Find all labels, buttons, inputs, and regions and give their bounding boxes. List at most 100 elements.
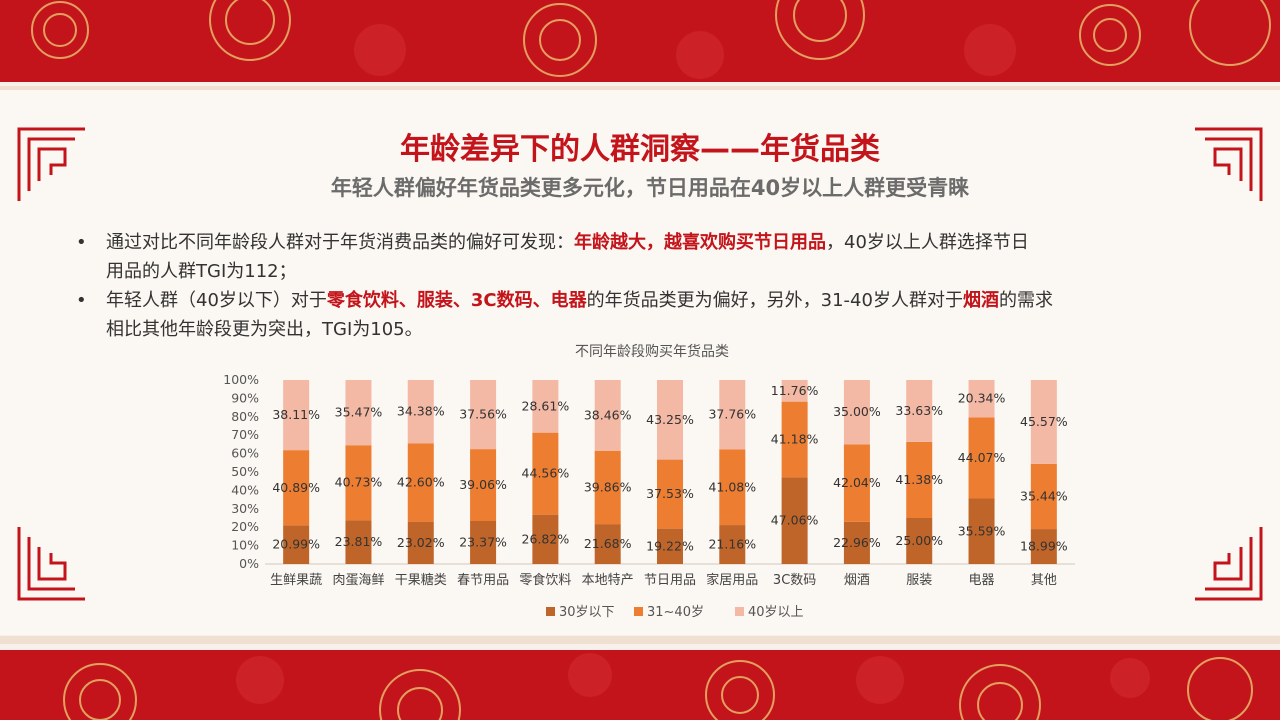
data-label: 39.06% bbox=[459, 477, 507, 492]
bullet-dot: • bbox=[76, 232, 87, 253]
bar-segment bbox=[345, 520, 372, 564]
data-label: 21.16% bbox=[708, 537, 756, 552]
data-label: 28.61% bbox=[522, 398, 570, 413]
bar-segment bbox=[968, 380, 995, 418]
data-label: 47.06% bbox=[771, 513, 819, 528]
bottom-decorative-band bbox=[0, 650, 1280, 720]
y-tick-label: 40% bbox=[231, 482, 259, 497]
bar-segment bbox=[843, 521, 870, 564]
bar-segment bbox=[906, 379, 933, 442]
top-floral-pattern bbox=[31, 0, 1271, 79]
insight-bullets: • 通过对比不同年龄段人群对于年货消费品类的偏好可发现：年龄越大，越喜欢购买节日… bbox=[76, 228, 1216, 344]
data-label: 35.44% bbox=[1020, 488, 1068, 503]
bar-segment bbox=[283, 525, 310, 564]
data-label: 23.37% bbox=[459, 534, 507, 549]
bullet-item: • 通过对比不同年龄段人群对于年货消费品类的偏好可发现：年龄越大，越喜欢购买节日… bbox=[76, 228, 1216, 286]
data-label: 43.25% bbox=[646, 412, 694, 427]
stacked-bar-chart: 不同年龄段购买年货品类 0% 10% 20% 30% 40% 50% 60% 70% 80% 90%… bbox=[223, 343, 1075, 620]
x-tick-label: 零食饮料 bbox=[519, 572, 571, 588]
bullet-text-part: 通过对比不同年龄段人群对于年货消费品类的偏好可发现： bbox=[106, 232, 574, 253]
bar-segment bbox=[345, 379, 372, 446]
legend-label: 40岁以上 bbox=[748, 605, 804, 620]
bullet-highlight: 零食饮料、服装、3C数码、电器 bbox=[326, 290, 587, 311]
bar-segment bbox=[719, 525, 746, 564]
x-tick-label: 其他 bbox=[1031, 573, 1057, 588]
data-label: 41.08% bbox=[708, 479, 756, 494]
bar-segment bbox=[470, 380, 497, 450]
corner-ornament-bottom-left bbox=[17, 527, 85, 601]
data-label: 23.02% bbox=[397, 535, 445, 550]
data-label: 33.63% bbox=[895, 403, 943, 418]
data-label: 40.73% bbox=[335, 475, 383, 490]
bar-segment bbox=[594, 524, 621, 564]
bar-segment bbox=[719, 380, 746, 450]
page-subtitle: 年轻人群偏好年货品类更多元化，节日用品在40岁以上人群更受青睐 bbox=[330, 176, 970, 200]
bar-segment bbox=[470, 520, 497, 564]
data-label: 34.38% bbox=[397, 404, 445, 419]
bullet-text-part: 相比其他年龄段更为突出，TGI为105。 bbox=[106, 319, 423, 340]
x-tick-label: 本地特产 bbox=[582, 573, 634, 588]
bullet-text: 年轻人群（40岁以下）对于零食饮料、服装、3C数码、电器的年货品类更为偏好，另外… bbox=[106, 286, 1053, 344]
bar-segment bbox=[470, 449, 497, 521]
legend-label: 30岁以下 bbox=[559, 605, 615, 620]
data-label: 35.59% bbox=[958, 523, 1006, 538]
bullet-text-part: ，40岁以上人群选择节日 bbox=[826, 232, 1029, 253]
bullet-highlight: 烟酒 bbox=[962, 290, 999, 311]
data-label: 35.00% bbox=[833, 404, 881, 419]
bullet-text-part: 的年货品类更为偏好，另外，31-40岁人群对于 bbox=[586, 290, 963, 311]
legend-swatch bbox=[735, 607, 744, 616]
bar-segment bbox=[407, 521, 434, 564]
data-label: 20.34% bbox=[958, 391, 1006, 406]
data-label: 23.81% bbox=[335, 534, 383, 549]
data-label: 18.99% bbox=[1020, 539, 1068, 554]
bullet-text-part: 的需求 bbox=[998, 290, 1053, 311]
bar-segment bbox=[407, 443, 434, 522]
bar-segment bbox=[781, 401, 808, 478]
data-label: 22.96% bbox=[833, 535, 881, 550]
legend-swatch bbox=[546, 607, 555, 616]
bullet-dot: • bbox=[76, 290, 87, 311]
x-tick-label: 节日用品 bbox=[644, 573, 696, 588]
corner-ornament-top-right bbox=[1195, 127, 1263, 201]
x-tick-label: 春节用品 bbox=[457, 573, 509, 588]
bar-segment bbox=[719, 449, 746, 526]
bar-segment bbox=[843, 444, 870, 522]
y-tick-label: 10% bbox=[231, 538, 259, 553]
data-label: 42.60% bbox=[397, 474, 445, 489]
bar-segment bbox=[906, 518, 933, 564]
data-label: 38.11% bbox=[272, 407, 320, 422]
data-label: 20.99% bbox=[272, 537, 320, 552]
data-label: 38.46% bbox=[584, 407, 632, 422]
data-label: 19.22% bbox=[646, 538, 694, 553]
x-tick-label: 3C数码 bbox=[773, 573, 816, 588]
bar-segment bbox=[532, 514, 559, 564]
bar-segment bbox=[906, 441, 933, 518]
y-tick-label: 20% bbox=[231, 519, 259, 534]
x-tick-label: 干果糖类 bbox=[395, 572, 447, 588]
bar-segment bbox=[843, 380, 870, 445]
y-tick-label: 100% bbox=[223, 372, 259, 387]
data-label: 37.53% bbox=[646, 486, 694, 501]
bar-segment bbox=[781, 477, 808, 564]
x-tick-label: 电器 bbox=[969, 573, 995, 588]
y-tick-label: 90% bbox=[231, 390, 259, 405]
bottom-floral-pattern bbox=[63, 653, 1253, 720]
bottom-stripe bbox=[0, 636, 1280, 644]
bar-segment bbox=[968, 498, 995, 564]
content-panel bbox=[0, 90, 1280, 635]
y-tick-label: 80% bbox=[231, 409, 259, 424]
legend-swatch bbox=[634, 607, 643, 616]
bar-segment bbox=[283, 450, 310, 526]
x-tick-label: 家居用品 bbox=[706, 572, 758, 588]
bar-segment bbox=[532, 380, 559, 433]
bar-segment bbox=[407, 380, 434, 444]
data-label: 41.18% bbox=[771, 432, 819, 447]
bar-segment bbox=[1030, 380, 1057, 464]
bullet-item: • 年轻人群（40岁以下）对于零食饮料、服装、3C数码、电器的年货品类更为偏好，… bbox=[76, 286, 1216, 344]
bar-segment bbox=[1030, 463, 1057, 530]
data-label: 42.04% bbox=[833, 475, 881, 490]
bar-segment bbox=[1030, 529, 1057, 564]
x-tick-label: 烟酒 bbox=[844, 573, 870, 588]
data-label: 44.56% bbox=[522, 466, 570, 481]
top-decorative-band bbox=[0, 0, 1280, 82]
